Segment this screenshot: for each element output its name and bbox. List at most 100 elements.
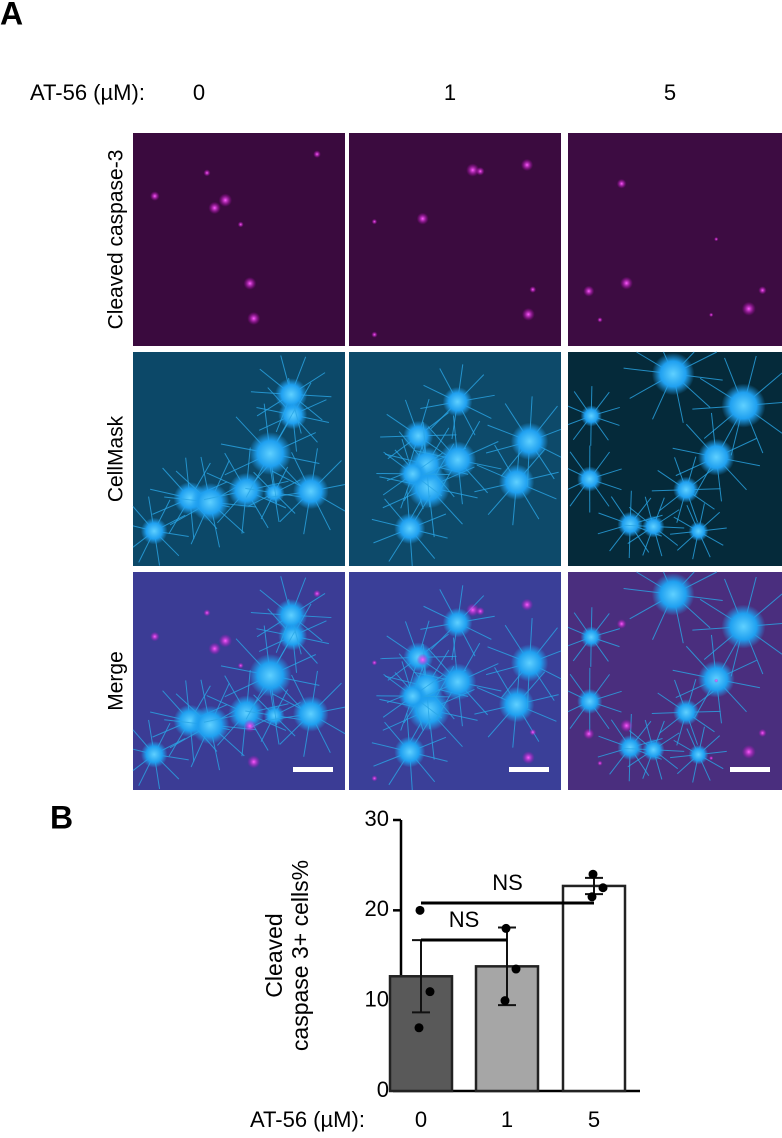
cell-body xyxy=(263,482,285,504)
caspase-signal xyxy=(243,719,257,733)
caspase-signal xyxy=(529,728,537,736)
bar xyxy=(561,884,627,1093)
cell-body xyxy=(398,459,427,488)
caspase-signal xyxy=(208,642,221,655)
cell-body xyxy=(642,738,665,761)
row-label: Merge xyxy=(105,651,128,711)
caspase-signal xyxy=(313,150,321,158)
cell-body xyxy=(498,686,535,723)
caspase-signal xyxy=(466,163,480,177)
scale-bar xyxy=(509,767,549,772)
cell-body xyxy=(688,521,709,542)
row-label: Cleaved caspase-3 xyxy=(105,150,128,330)
panel-label: A xyxy=(0,0,23,31)
cell-body xyxy=(140,741,168,768)
cell-body xyxy=(617,511,643,538)
data-point xyxy=(587,892,597,902)
caspase-signal xyxy=(597,317,603,323)
cell-body xyxy=(510,422,549,460)
y-tick-label: 20 xyxy=(365,896,389,921)
cell-body xyxy=(580,626,602,648)
micrograph xyxy=(133,133,345,346)
caspase-signal xyxy=(203,169,211,177)
caspase-signal xyxy=(597,760,603,766)
data-point xyxy=(425,987,435,997)
x-axis-label: AT-56 (µM): xyxy=(250,1107,365,1132)
column-label: 0 xyxy=(193,80,205,105)
significance-label: NS xyxy=(449,907,480,932)
cell-body xyxy=(498,464,535,500)
cell-body xyxy=(510,644,549,682)
cell-body xyxy=(403,420,434,451)
caspase-signal xyxy=(758,286,767,295)
caspase-signal xyxy=(247,755,261,769)
cell-body xyxy=(398,682,427,711)
cell-body xyxy=(228,695,265,731)
significance-label: NS xyxy=(492,870,523,895)
cell-body xyxy=(580,405,602,427)
caspase-signal xyxy=(620,719,633,733)
data-point xyxy=(501,923,511,933)
caspase-signal xyxy=(583,728,595,740)
cell-body xyxy=(394,736,426,768)
caspase-signal xyxy=(521,307,535,321)
caspase-signal xyxy=(520,598,534,611)
micrograph xyxy=(133,572,345,790)
caspase-signal xyxy=(714,236,719,242)
caspase-signal xyxy=(521,751,535,765)
cell-body xyxy=(442,386,473,417)
cell-body xyxy=(248,653,292,697)
cell-body xyxy=(140,517,168,545)
panel-label: B xyxy=(50,799,73,835)
caspase-signal xyxy=(208,201,221,215)
caspase-signal xyxy=(149,191,160,201)
data-point xyxy=(598,883,608,893)
condition-label: AT-56 (µM): xyxy=(30,80,145,105)
cell-body xyxy=(248,432,292,475)
cell-body xyxy=(577,466,603,492)
row-label: CellMask xyxy=(105,415,128,502)
caspase-signal xyxy=(247,311,261,326)
x-tick-label: 1 xyxy=(501,1107,513,1132)
cell-body xyxy=(673,476,700,503)
image-grid xyxy=(132,133,782,791)
y-tick-label: 0 xyxy=(377,1077,389,1102)
data-point xyxy=(511,964,521,974)
y-tick-label: 10 xyxy=(365,986,389,1011)
caspase-signal xyxy=(741,301,756,316)
cell-body xyxy=(263,705,285,726)
column-label: 1 xyxy=(444,80,456,105)
data-point xyxy=(414,1023,424,1033)
x-tick-label: 0 xyxy=(415,1107,427,1132)
caspase-signal xyxy=(371,775,378,782)
caspase-signal xyxy=(741,744,756,759)
cell-body xyxy=(697,438,735,476)
cell-body xyxy=(617,735,643,761)
caspase-signal xyxy=(371,331,378,338)
caspase-signal xyxy=(714,678,719,683)
caspase-signal xyxy=(203,609,211,617)
cell-body xyxy=(651,352,695,396)
cell-body xyxy=(688,744,709,765)
y-tick-label: 30 xyxy=(365,806,389,831)
caspase-signal xyxy=(529,286,537,293)
caspase-signal xyxy=(237,662,244,669)
y-axis-label: Cleaved xyxy=(261,913,287,997)
cell-body xyxy=(577,688,603,714)
caspase-signal xyxy=(616,178,627,189)
caspase-signal xyxy=(708,312,714,318)
caspase-signal xyxy=(616,619,627,629)
data-point xyxy=(500,996,510,1006)
y-axis-label: caspase 3+ cells% xyxy=(287,860,313,1051)
x-tick-label: 5 xyxy=(588,1107,600,1132)
data-point xyxy=(415,905,425,915)
caspase-signal xyxy=(313,589,321,598)
caspase-signal xyxy=(416,212,429,225)
caspase-signal xyxy=(237,221,244,228)
cell-body xyxy=(190,482,230,522)
cell-body xyxy=(439,441,477,479)
data-point xyxy=(588,869,598,879)
caspase-signal xyxy=(149,631,160,642)
caspase-signal xyxy=(520,158,534,172)
